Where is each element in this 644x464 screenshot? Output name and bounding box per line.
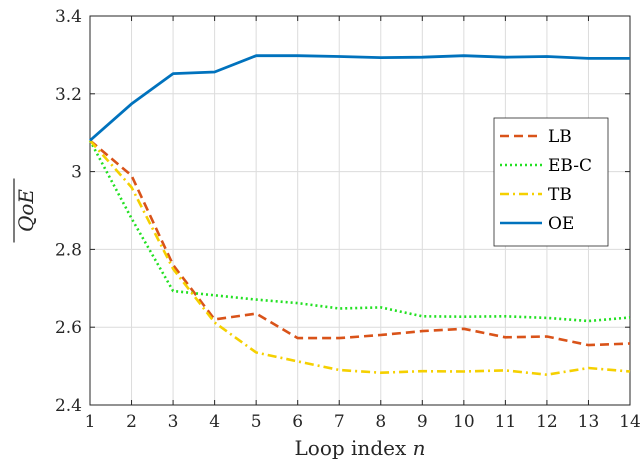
y-tick-label: 3 — [71, 163, 82, 183]
y-tick-label: 2.6 — [55, 318, 82, 338]
legend: LB EB-C TB OE — [493, 117, 609, 247]
y-tick-label: 2.4 — [55, 396, 82, 416]
series-line-tb — [89, 139, 631, 377]
x-tick-label: 13 — [578, 412, 600, 432]
x-tick-label: 12 — [536, 412, 558, 432]
x-tick-label: 5 — [251, 412, 262, 432]
x-tick-label: 9 — [417, 412, 428, 432]
legend-label-tb: TB — [548, 185, 572, 205]
x-tick-label: 7 — [334, 412, 345, 432]
series-line-eb-c — [88, 139, 631, 323]
x-tick-label: 6 — [292, 412, 303, 432]
legend-label-eb-c: EB-C — [548, 156, 592, 176]
legend-box — [493, 117, 609, 247]
legend-label-lb: LB — [548, 127, 572, 147]
y-tick-label: 2.8 — [55, 240, 82, 260]
x-tick-label: 2 — [126, 412, 137, 432]
plot-area — [89, 15, 631, 406]
y-tick-label: 3.2 — [55, 85, 82, 105]
series-line-oe — [89, 54, 630, 142]
axis-ticks — [89, 15, 631, 406]
x-tick-label: 10 — [453, 412, 475, 432]
x-tick-label: 3 — [168, 412, 179, 432]
x-tick-label: 8 — [375, 412, 386, 432]
x-tick-label: 11 — [495, 412, 517, 432]
y-axis-title: QoE — [13, 178, 38, 243]
legend-label-oe: OE — [548, 214, 574, 234]
x-tick-label: 4 — [209, 412, 220, 432]
y-tick-label: 3.4 — [55, 7, 82, 27]
x-axis-title: Loop index n — [295, 436, 426, 460]
x-tick-label: 1 — [85, 412, 96, 432]
x-tick-label: 14 — [619, 412, 641, 432]
series-layer — [88, 54, 631, 377]
y-tick-labels: 2.4 2.6 2.8 3 3.2 3.4 — [55, 7, 82, 416]
x-tick-labels: 1 2 3 4 5 6 7 8 9 10 11 12 13 14 — [85, 412, 641, 432]
svg-text:QoE: QoE — [14, 189, 38, 232]
